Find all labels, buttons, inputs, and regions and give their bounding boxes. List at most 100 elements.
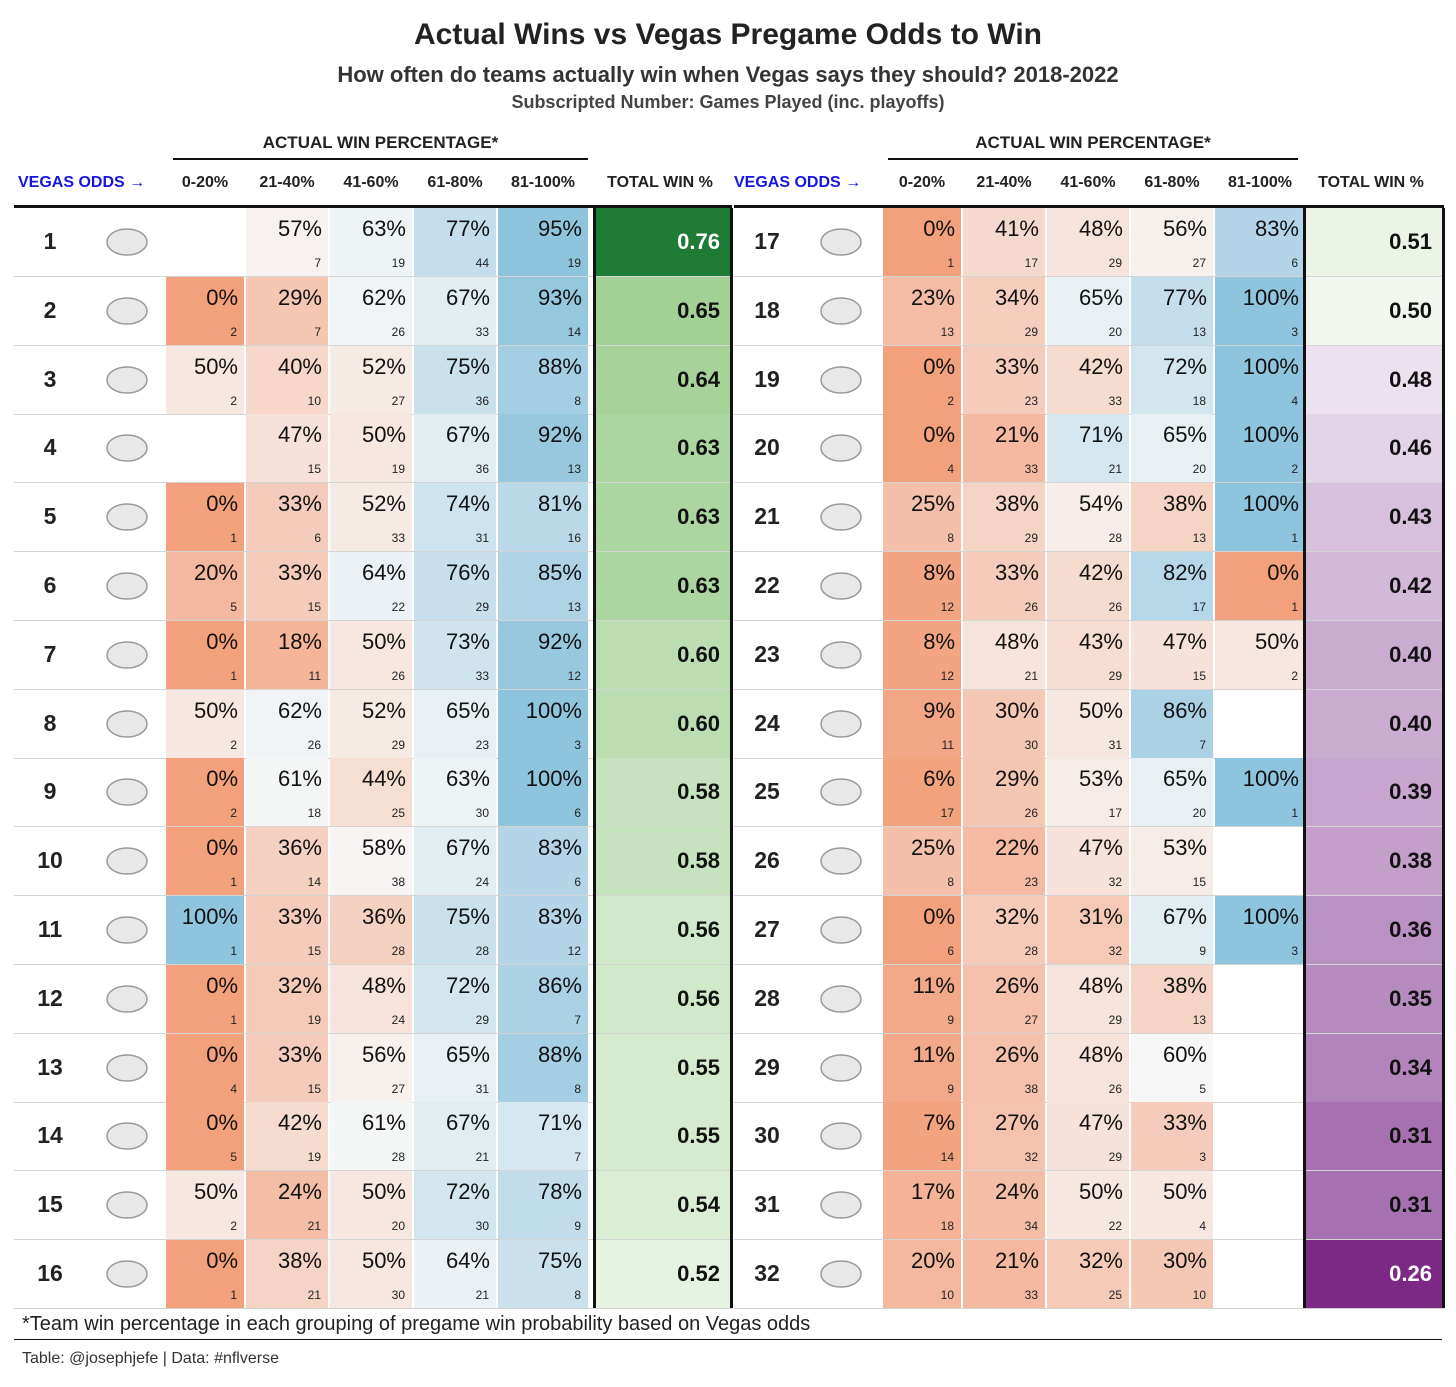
win-pct-cell: 54% 28	[1047, 483, 1129, 552]
header-vegas-odds: VEGAS ODDS →	[18, 174, 146, 191]
win-pct-cell: 92% 12	[498, 620, 588, 689]
win-pct-value: 8%	[923, 628, 955, 654]
win-pct-value: 50%	[193, 1179, 238, 1205]
games-played-value: 30	[391, 1288, 405, 1302]
win-pct-cell: 33% 15	[246, 552, 328, 620]
games-played-value: 14	[567, 324, 581, 339]
games-played-value: 30	[1024, 737, 1038, 752]
win-pct-cell: 18% 11	[246, 620, 328, 689]
row-divider	[14, 1308, 732, 1309]
chart-title: Actual Wins vs Vegas Pregame Odds to Win	[414, 18, 1042, 51]
total-win-cell: 0.56	[594, 964, 730, 1033]
row-divider	[14, 344, 732, 346]
games-played-value: 3	[574, 737, 581, 752]
games-played-value: 2	[947, 393, 954, 408]
credit-line: Table: @josephjefe | Data: #nflverse	[22, 1350, 279, 1367]
row-divider	[734, 1239, 1444, 1241]
row-divider	[14, 413, 732, 415]
win-pct-value: 8%	[923, 560, 955, 585]
win-pct-cell: 75% 36	[414, 345, 496, 414]
win-pct-cell: 20% 10	[883, 1240, 961, 1308]
win-pct-value: 50%	[1078, 1179, 1123, 1205]
games-played-value: 29	[1108, 1150, 1122, 1165]
win-pct-value: 38%	[1162, 491, 1207, 517]
games-played-value: 5	[230, 1150, 237, 1165]
win-pct-cell: 24% 21	[246, 1171, 328, 1240]
header-col-21-40: 21-40%	[259, 174, 315, 191]
win-pct-value: 60%	[1162, 1041, 1207, 1067]
win-pct-value: 47%	[1078, 835, 1123, 861]
win-pct-cell: 33% 3	[1131, 1102, 1213, 1171]
bal-logo-icon	[104, 291, 150, 336]
win-pct-value: 43%	[1078, 628, 1123, 654]
games-played-value: 14	[307, 875, 321, 890]
win-pct-cell: 47% 15	[1131, 620, 1213, 689]
win-pct-value: 50%	[361, 628, 406, 654]
win-pct-value: 38%	[277, 1248, 322, 1273]
header-vegas-odds: VEGAS ODDS →	[734, 174, 862, 191]
games-played-value: 3	[1199, 1150, 1206, 1165]
win-pct-value: 53%	[1078, 766, 1123, 792]
games-played-value: 6	[314, 531, 321, 546]
spanner-actual-win-pct: ACTUAL WIN PERCENTAGE*	[173, 132, 588, 160]
team-rank: 12	[37, 984, 63, 1011]
win-pct-value: 0%	[1267, 560, 1299, 585]
pit-logo-icon	[104, 1116, 150, 1161]
games-played-value: 1	[230, 875, 237, 890]
win-pct-cell: 41% 17	[963, 208, 1045, 276]
games-played-value: 17	[940, 806, 954, 821]
win-pct-cell: 72% 18	[1131, 345, 1213, 414]
win-pct-cell: 100% 1	[1215, 483, 1305, 552]
games-played-value: 44	[475, 256, 489, 270]
games-played-value: 29	[1108, 668, 1122, 683]
win-pct-value: 56%	[1162, 216, 1207, 241]
win-pct-value: 50%	[193, 353, 238, 379]
win-pct-cell: 47% 32	[1047, 827, 1129, 896]
row-divider	[14, 895, 732, 897]
games-played-value: 33	[1024, 1288, 1038, 1302]
win-pct-cell: 67% 21	[414, 1102, 496, 1171]
win-pct-value: 32%	[1078, 1248, 1123, 1273]
games-played-value: 3	[1291, 944, 1298, 958]
win-pct-value: 24%	[994, 1179, 1039, 1205]
win-pct-cell: 78% 9	[498, 1171, 588, 1240]
games-played-value: 12	[567, 668, 581, 683]
win-pct-value: 100%	[1242, 766, 1299, 792]
games-played-value: 1	[230, 531, 237, 546]
total-win-cell: 0.76	[594, 208, 730, 276]
games-played-value: 36	[475, 393, 489, 408]
win-pct-value: 48%	[1078, 1041, 1123, 1067]
row-divider	[734, 757, 1444, 759]
header-col-0-20: 0-20%	[181, 174, 229, 191]
win-pct-cell: 33% 23	[963, 345, 1045, 414]
win-pct-value: 81%	[537, 491, 582, 517]
nyj-logo-icon	[818, 1185, 864, 1230]
win-pct-cell: 0% 2	[166, 276, 244, 345]
team-rank: 17	[754, 228, 780, 254]
kc-logo-icon	[104, 222, 150, 267]
win-pct-cell: 25% 8	[883, 483, 961, 552]
win-pct-value: 32%	[994, 904, 1039, 929]
win-pct-value: 71%	[537, 1110, 582, 1136]
win-pct-value: 0%	[206, 766, 238, 792]
win-pct-cell: 33% 15	[246, 1033, 328, 1102]
win-pct-value: 83%	[537, 904, 582, 929]
games-played-value: 33	[475, 668, 489, 683]
win-pct-cell: 100% 1	[1215, 758, 1305, 827]
column-rule	[1442, 208, 1445, 1308]
sf-logo-icon	[104, 1048, 150, 1093]
win-pct-value: 21%	[994, 1248, 1039, 1273]
win-pct-value: 17%	[910, 1179, 955, 1205]
win-pct-value: 0%	[206, 1041, 238, 1067]
total-win-cell: 0.63	[594, 483, 730, 552]
win-pct-cell: 11% 9	[883, 964, 961, 1033]
games-played-value: 20	[1108, 324, 1122, 339]
row-divider	[734, 895, 1444, 897]
win-pct-value: 75%	[537, 1248, 582, 1273]
win-pct-value: 33%	[994, 353, 1039, 379]
games-played-value: 31	[475, 531, 489, 546]
total-win-cell: 0.63	[594, 552, 730, 620]
row-divider	[734, 551, 1444, 553]
lac-logo-icon	[818, 222, 864, 267]
win-pct-value: 21%	[994, 422, 1039, 448]
